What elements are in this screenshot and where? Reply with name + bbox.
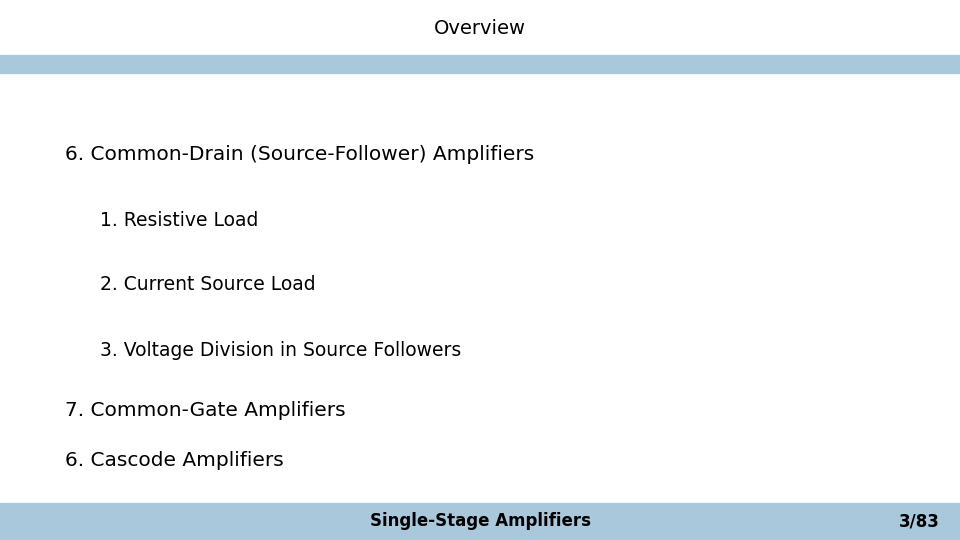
Text: 2. Current Source Load: 2. Current Source Load xyxy=(100,275,316,294)
Text: 3. Voltage Division in Source Followers: 3. Voltage Division in Source Followers xyxy=(100,341,461,360)
Bar xyxy=(0,503,960,540)
Text: 7. Common-Gate Amplifiers: 7. Common-Gate Amplifiers xyxy=(65,401,346,420)
Text: 3/83: 3/83 xyxy=(900,512,940,530)
Text: 1. Resistive Load: 1. Resistive Load xyxy=(100,211,258,229)
Text: 6. Common-Drain (Source-Follower) Amplifiers: 6. Common-Drain (Source-Follower) Amplif… xyxy=(65,145,535,165)
Bar xyxy=(0,55,960,73)
Text: Overview: Overview xyxy=(434,18,526,37)
Text: Single-Stage Amplifiers: Single-Stage Amplifiers xyxy=(370,512,590,530)
Text: 6. Cascode Amplifiers: 6. Cascode Amplifiers xyxy=(65,450,284,469)
